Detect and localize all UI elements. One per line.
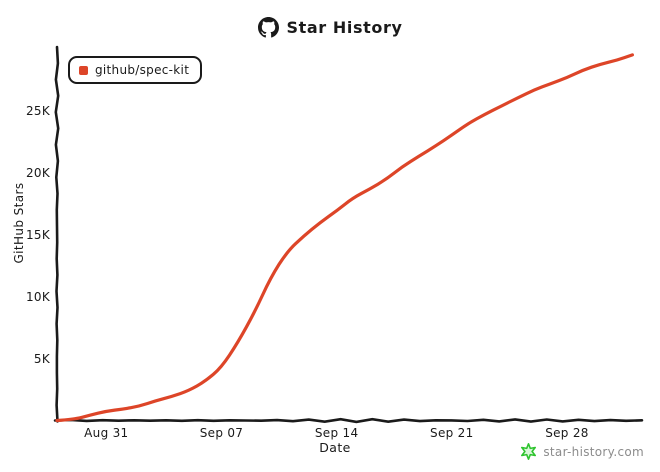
y-axis-line bbox=[54, 45, 60, 423]
y-tick-label: 20K bbox=[26, 166, 51, 180]
star-history-logo-icon bbox=[521, 443, 537, 460]
legend-label: github/spec-kit bbox=[95, 63, 190, 77]
y-tick-label: 25K bbox=[26, 104, 51, 118]
x-tick-label: Sep 28 bbox=[545, 426, 589, 440]
chart-title-text: Star History bbox=[286, 17, 403, 37]
chart-title: Star History bbox=[0, 15, 660, 39]
x-tick-label: Sep 14 bbox=[315, 426, 359, 440]
x-tick-label: Sep 21 bbox=[430, 426, 474, 440]
legend-marker bbox=[79, 65, 88, 75]
legend: github/spec-kit bbox=[68, 56, 203, 84]
x-tick-label: Aug 31 bbox=[84, 426, 128, 440]
watermark-text: star-history.com bbox=[543, 444, 644, 459]
y-axis-title: GitHub Stars bbox=[12, 182, 26, 264]
x-tick-label: Sep 07 bbox=[200, 426, 244, 440]
y-tick-label: 10K bbox=[26, 290, 51, 304]
x-axis-title: Date bbox=[319, 440, 351, 455]
series-line-github-spec-kit bbox=[55, 53, 634, 423]
y-tick-label: 15K bbox=[26, 228, 51, 242]
watermark-link[interactable]: star-history.com bbox=[520, 443, 644, 460]
x-axis-line bbox=[53, 417, 644, 424]
github-logo-icon bbox=[257, 16, 279, 37]
y-tick-label: 5K bbox=[34, 352, 51, 366]
